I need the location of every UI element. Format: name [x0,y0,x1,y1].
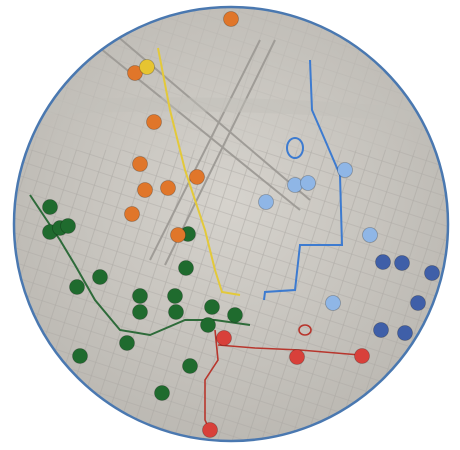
sticker [337,162,353,178]
red-circle [298,324,312,336]
sticker [223,11,239,27]
highway [89,29,311,266]
sticker [424,265,440,281]
sticker [300,175,316,191]
sticker [137,182,153,198]
sticker [227,307,243,323]
sticker [397,325,413,341]
blue-route [263,59,344,301]
sticker [92,269,108,285]
sticker [410,295,426,311]
sticker [160,180,176,196]
sticker [132,288,148,304]
sticker [258,194,274,210]
sticker [168,304,184,320]
sticker [204,299,220,315]
sticker [394,255,410,271]
street-grid [14,150,448,441]
sticker [146,114,162,130]
sticker [42,199,58,215]
sticker [202,422,218,438]
stickers [42,11,440,438]
sticker [139,59,155,75]
blue-circle [286,137,304,159]
sticker [69,279,85,295]
sticker [182,358,198,374]
sticker [72,348,88,364]
sticker [362,227,378,243]
sticker [154,385,170,401]
sticker [170,227,186,243]
sticker [287,177,303,193]
sticker [325,295,341,311]
sticker [119,335,135,351]
sticker [289,349,305,365]
sticker [200,317,216,333]
yellow-route [157,47,241,296]
sticker [354,348,370,364]
sticker [189,169,205,185]
sticker [132,156,148,172]
sticker [178,260,194,276]
frame [12,5,450,443]
sticker [373,322,389,338]
sticker [124,206,140,222]
fold [14,97,448,127]
sticker [60,218,76,234]
sticker [132,304,148,320]
sticker [375,254,391,270]
sticker [167,288,183,304]
sticker [216,330,232,346]
